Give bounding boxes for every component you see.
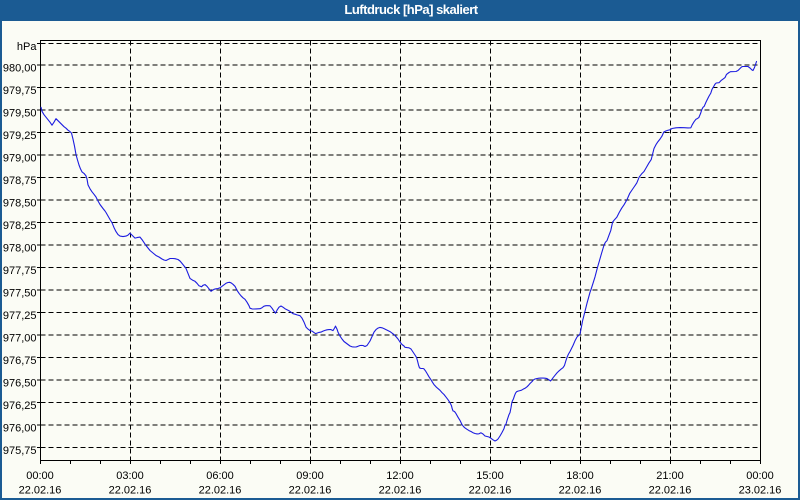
svg-text:979,75: 979,75 <box>3 85 37 97</box>
svg-text:980,00: 980,00 <box>3 63 37 75</box>
svg-text:976,25: 976,25 <box>3 400 37 412</box>
svg-text:22.02.16: 22.02.16 <box>379 485 422 497</box>
svg-text:03:00: 03:00 <box>116 470 144 482</box>
svg-text:22.02.16: 22.02.16 <box>109 485 152 497</box>
svg-text:22.02.16: 22.02.16 <box>289 485 332 497</box>
svg-text:22.02.16: 22.02.16 <box>199 485 242 497</box>
svg-text:979,50: 979,50 <box>3 108 37 120</box>
svg-text:22.02.16: 22.02.16 <box>649 485 692 497</box>
svg-text:18:00: 18:00 <box>566 470 594 482</box>
svg-text:23.02.16: 23.02.16 <box>739 485 782 497</box>
svg-text:977,00: 977,00 <box>3 333 37 345</box>
svg-text:978,50: 978,50 <box>3 198 37 210</box>
svg-text:977,75: 977,75 <box>3 265 37 277</box>
svg-text:979,25: 979,25 <box>3 130 37 142</box>
svg-text:hPa: hPa <box>17 41 37 53</box>
svg-text:22.02.16: 22.02.16 <box>559 485 602 497</box>
svg-text:22.02.16: 22.02.16 <box>19 485 62 497</box>
svg-text:00:00: 00:00 <box>26 470 54 482</box>
svg-text:15:00: 15:00 <box>476 470 504 482</box>
svg-text:977,25: 977,25 <box>3 310 37 322</box>
svg-text:12:00: 12:00 <box>386 470 414 482</box>
svg-text:978,00: 978,00 <box>3 243 37 255</box>
svg-text:976,50: 976,50 <box>3 378 37 390</box>
svg-text:976,00: 976,00 <box>3 423 37 435</box>
svg-text:976,75: 976,75 <box>3 355 37 367</box>
svg-text:09:00: 09:00 <box>296 470 324 482</box>
svg-text:06:00: 06:00 <box>206 470 234 482</box>
svg-text:975,75: 975,75 <box>3 445 37 457</box>
svg-text:978,75: 978,75 <box>3 175 37 187</box>
svg-text:977,50: 977,50 <box>3 288 37 300</box>
svg-text:978,25: 978,25 <box>3 220 37 232</box>
svg-text:979,00: 979,00 <box>3 153 37 165</box>
svg-text:21:00: 21:00 <box>656 470 684 482</box>
svg-text:22.02.16: 22.02.16 <box>469 485 512 497</box>
svg-text:00:00: 00:00 <box>746 470 774 482</box>
